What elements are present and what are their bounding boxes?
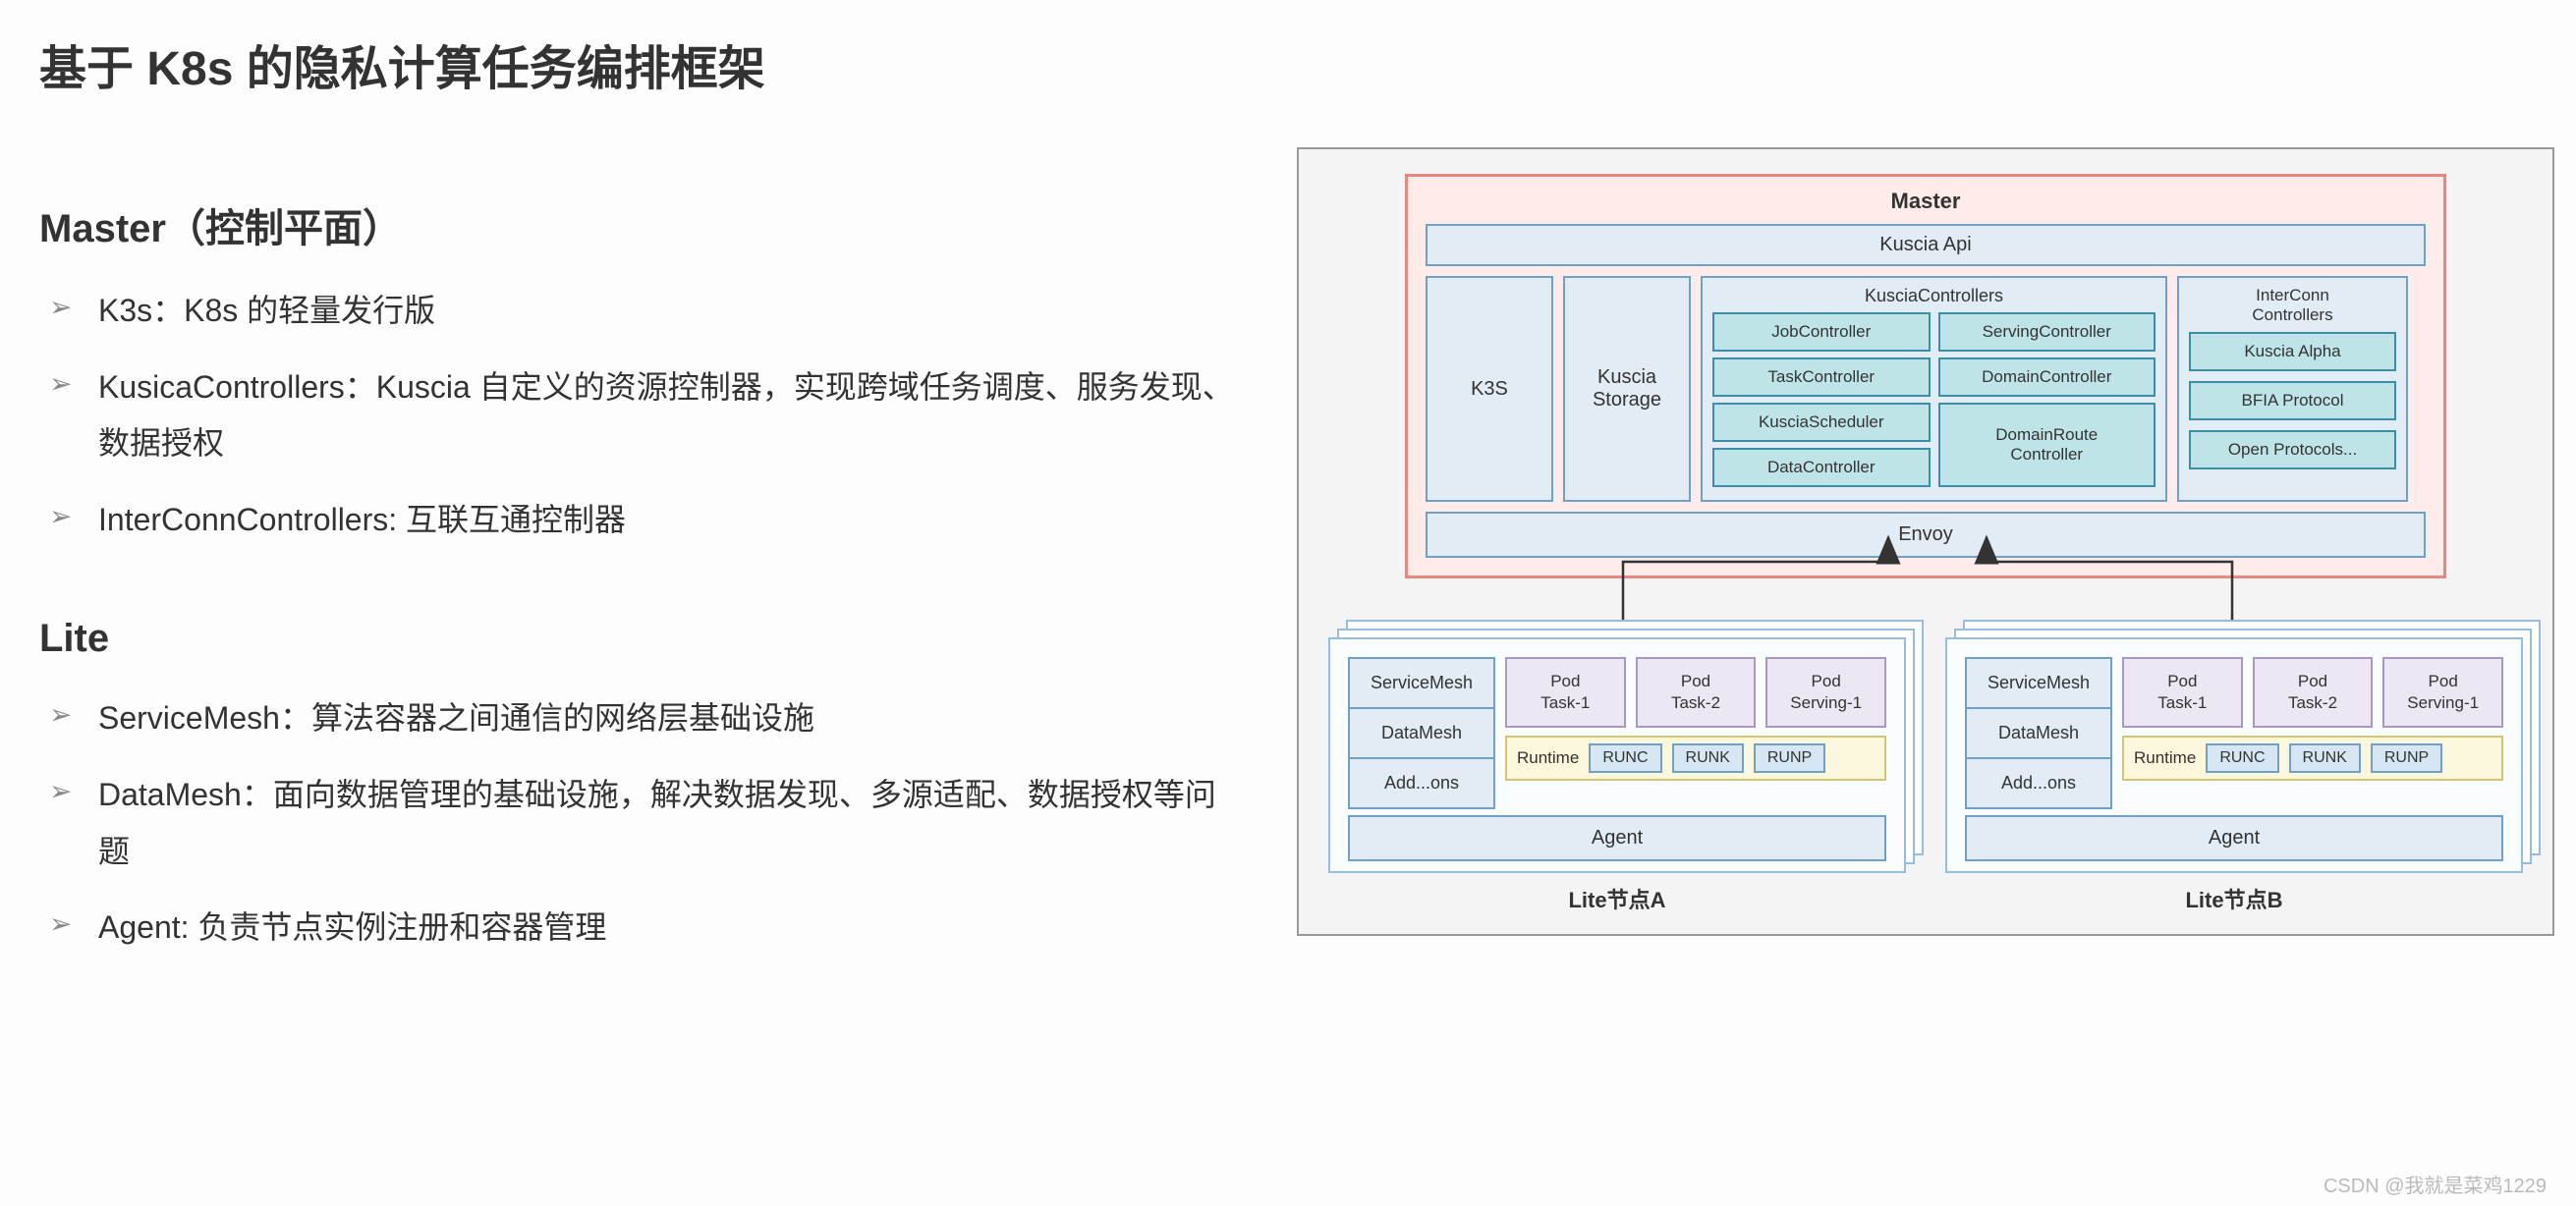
controller-cell: ServingController <box>1938 312 2156 352</box>
kuscia-controllers-box: KusciaControllers JobController TaskCont… <box>1701 276 2167 502</box>
runtime-btn: RUNP <box>1754 743 1825 773</box>
agent-bar: Agent <box>1348 815 1886 861</box>
master-box: Master Kuscia Api K3S KusciaStorage Kusc… <box>1405 174 2446 578</box>
interconn-cell: Kuscia Alpha <box>2189 332 2396 371</box>
runtime-btn: RUNK <box>2289 743 2361 773</box>
interconn-cell: BFIA Protocol <box>2189 381 2396 420</box>
master-bullets: K3s：K8s 的轻量发行版 KusicaControllers：Kuscia … <box>39 283 1238 548</box>
bullet-item: Agent: 负责节点实例注册和容器管理 <box>39 900 1238 957</box>
master-title: Master <box>1426 189 2426 214</box>
lite-node-a: ServiceMesh DataMesh Add...ons PodTask-1… <box>1328 637 1906 873</box>
bullet-item: InterConnControllers: 互联互通控制器 <box>39 492 1238 549</box>
lite-bullets: ServiceMesh：算法容器之间通信的网络层基础设施 DataMesh：面向… <box>39 690 1238 956</box>
pod-box: PodTask-1 <box>1505 657 1626 728</box>
runtime-btn: RUNC <box>1589 743 1661 773</box>
pod-box: PodTask-2 <box>1636 657 1757 728</box>
runtime-btn: RUNC <box>2206 743 2278 773</box>
bullet-item: DataMesh：面向数据管理的基础设施，解决数据发现、多源适配、数据授权等问题 <box>39 767 1238 880</box>
k3s-box: K3S <box>1426 276 1553 502</box>
bullet-item: K3s：K8s 的轻量发行版 <box>39 283 1238 340</box>
pod-box: PodTask-2 <box>2253 657 2374 728</box>
controller-cell: TaskController <box>1712 357 1931 397</box>
controller-cell: JobController <box>1712 312 1931 352</box>
runtime-label: Runtime <box>2134 748 2196 768</box>
mesh-cell: DataMesh <box>1348 707 1495 759</box>
pod-box: PodServing-1 <box>2382 657 2503 728</box>
bullet-item: ServiceMesh：算法容器之间通信的网络层基础设施 <box>39 690 1238 747</box>
kuscia-controllers-title: KusciaControllers <box>1712 286 2156 306</box>
mesh-cell: Add...ons <box>1348 757 1495 809</box>
runtime-row: Runtime RUNC RUNK RUNP <box>2122 736 2503 781</box>
controller-cell: DomainController <box>1938 357 2156 397</box>
mesh-cell: ServiceMesh <box>1965 657 2112 709</box>
controller-cell: KusciaScheduler <box>1712 403 1931 442</box>
mesh-cell: ServiceMesh <box>1348 657 1495 709</box>
section-lite-heading: Lite <box>39 617 1238 661</box>
kuscia-storage-box: KusciaStorage <box>1563 276 1691 502</box>
kuscia-api-bar: Kuscia Api <box>1426 224 2426 266</box>
architecture-diagram: Master Kuscia Api K3S KusciaStorage Kusc… <box>1297 147 2554 936</box>
interconn-title: InterConnControllers <box>2189 286 2396 326</box>
mesh-cell: DataMesh <box>1965 707 2112 759</box>
envoy-bar: Envoy <box>1426 512 2426 558</box>
section-master-heading: Master（控制平面） <box>39 196 1238 253</box>
lite-node-a-stack: ServiceMesh DataMesh Add...ons PodTask-1… <box>1328 637 1906 914</box>
runtime-btn: RUNK <box>1672 743 1744 773</box>
runtime-btn: RUNP <box>2371 743 2442 773</box>
runtime-label: Runtime <box>1517 748 1579 768</box>
controller-cell: DataController <box>1712 448 1931 487</box>
page-title: 基于 K8s 的隐私计算任务编排框架 <box>39 29 1238 98</box>
lite-node-b-label: Lite节点B <box>1945 883 2523 914</box>
interconn-controllers-box: InterConnControllers Kuscia Alpha BFIA P… <box>2177 276 2408 502</box>
agent-bar: Agent <box>1965 815 2503 861</box>
lite-node-b: ServiceMesh DataMesh Add...ons PodTask-1… <box>1945 637 2523 873</box>
controller-cell: DomainRouteController <box>1938 403 2156 487</box>
watermark: CSDN @我就是菜鸡1229 <box>2324 1170 2547 1198</box>
bullet-item: KusicaControllers：Kuscia 自定义的资源控制器，实现跨域任… <box>39 359 1238 472</box>
lite-node-b-stack: ServiceMesh DataMesh Add...ons PodTask-1… <box>1945 637 2523 914</box>
interconn-cell: Open Protocols... <box>2189 430 2396 469</box>
lite-node-a-label: Lite节点A <box>1328 883 1906 914</box>
pod-box: PodTask-1 <box>2122 657 2243 728</box>
mesh-cell: Add...ons <box>1965 757 2112 809</box>
runtime-row: Runtime RUNC RUNK RUNP <box>1505 736 1886 781</box>
pod-box: PodServing-1 <box>1765 657 1886 728</box>
